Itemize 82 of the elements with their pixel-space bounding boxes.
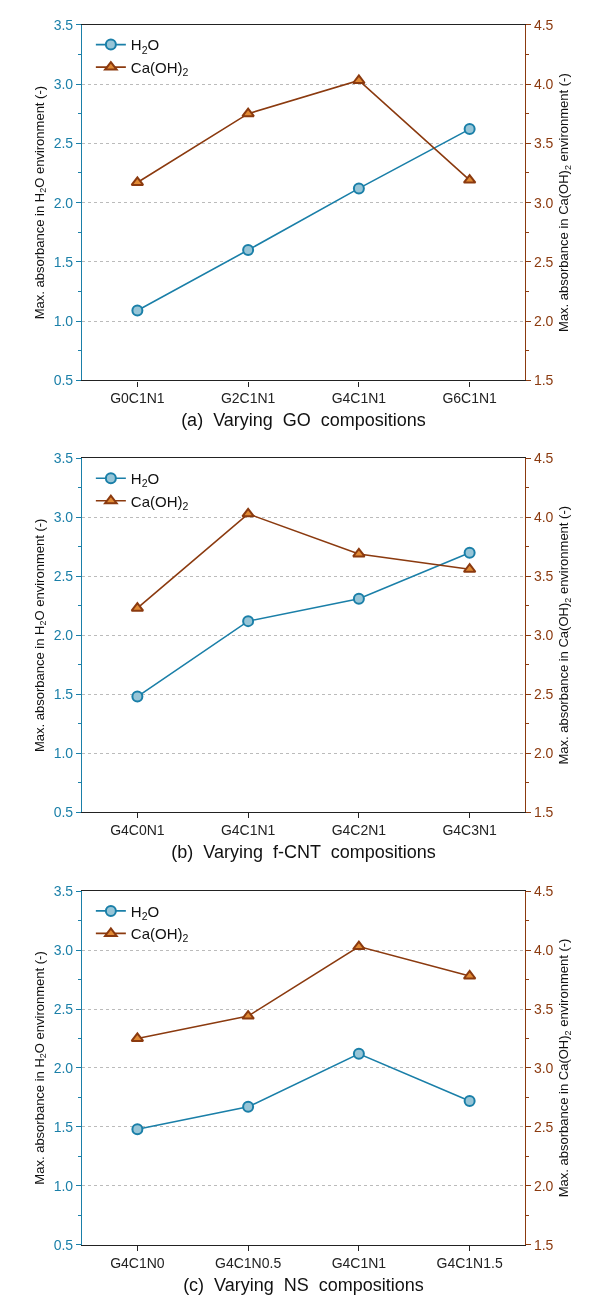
legend-label: H$_{2}$O <box>130 470 160 490</box>
point <box>242 615 255 628</box>
y-tick-label: 2.0 <box>53 1059 74 1076</box>
y2-tick-label: 1.5 <box>533 803 554 820</box>
y-tick-label: 3.0 <box>53 941 74 958</box>
y2-tick-label: 2.0 <box>533 313 554 330</box>
x-tick-label: G4C1N1 <box>331 390 387 407</box>
y2-tick-label: 3.5 <box>533 568 554 585</box>
x-tick-label: G4C3N1 <box>442 822 498 838</box>
y-tick-label: 0.5 <box>53 372 74 389</box>
y2-tick-label: 3.0 <box>533 627 554 644</box>
point <box>352 592 365 605</box>
point <box>352 74 366 84</box>
y2-tick-label: 1.5 <box>533 372 554 389</box>
y2-tick-label: 2.0 <box>533 745 554 762</box>
point <box>242 244 255 257</box>
y2-tick-label: 3.5 <box>533 135 554 152</box>
x-tick-label: G4C1N1 <box>331 1254 387 1271</box>
y-tick-label: 2.0 <box>53 627 74 644</box>
x-tick-label: G4C0N1 <box>110 822 165 838</box>
x-tick-label: G4C2N1 <box>331 822 387 838</box>
y-tick-label: 0.5 <box>53 803 74 820</box>
point <box>352 1047 365 1060</box>
y-tick-label: 2.5 <box>53 1000 74 1017</box>
point <box>241 1010 255 1020</box>
y-tick-label: 2.5 <box>53 568 74 585</box>
y2-tick-label: 3.5 <box>533 1000 554 1017</box>
y-tick-label: 2.0 <box>53 194 74 211</box>
x-tick-label: G4C1N0.5 <box>215 1254 282 1271</box>
point <box>463 546 476 559</box>
point <box>131 1123 144 1136</box>
y-tick-label: 3.5 <box>53 450 74 467</box>
y-tick-label: 0.5 <box>53 1236 74 1253</box>
y2-tick-label: 2.5 <box>533 686 554 703</box>
point <box>242 1100 255 1113</box>
y-tick-label: 3.5 <box>53 883 74 900</box>
point <box>463 123 476 136</box>
legend-label: H$_{2}$O <box>130 902 160 922</box>
legend-label: H$_{2}$O <box>130 36 160 56</box>
x-axis-title: (a) Varying GO compositions <box>181 410 426 431</box>
point <box>463 1094 476 1107</box>
point <box>131 690 144 703</box>
y2-tick-label: 4.5 <box>533 883 554 900</box>
y2-tick-label: 3.0 <box>533 194 554 211</box>
y-tick-label: 3.0 <box>53 509 74 526</box>
point <box>241 507 255 518</box>
x-tick-label: G2C1N1 <box>220 390 276 407</box>
legend-label: Ca(OH)$_{2}$ <box>130 925 189 945</box>
y-tick-label: 1.0 <box>53 745 74 762</box>
y2-tick-label: 4.0 <box>533 941 554 958</box>
y-tick-label: 3.0 <box>53 75 74 92</box>
point <box>352 182 365 195</box>
y-tick-label: 1.5 <box>53 686 74 703</box>
y2-tick-label: 2.0 <box>533 1177 554 1194</box>
x-axis-title: (b) Varying f-CNT compositions <box>171 842 436 863</box>
point <box>462 969 477 980</box>
x-tick-label: G4C1N1 <box>220 822 276 838</box>
legend-label: Ca(OH)$_{2}$ <box>130 58 189 79</box>
x-tick-label: G0C1N1 <box>110 390 165 407</box>
point <box>352 940 366 951</box>
y2-tick-label: 4.5 <box>533 450 554 467</box>
point <box>131 304 144 317</box>
x-tick-label: G6C1N1 <box>442 390 498 407</box>
x-tick-label: G4C1N0 <box>110 1254 165 1271</box>
y-tick-label: 3.5 <box>53 16 74 33</box>
y2-tick-label: 1.5 <box>533 1236 554 1253</box>
y2-tick-label: 4.0 <box>533 75 554 92</box>
y-tick-label: 1.0 <box>53 1177 74 1194</box>
point <box>352 547 366 558</box>
y-tick-label: 1.0 <box>53 313 74 330</box>
y2-tick-label: 4.5 <box>533 16 554 33</box>
y2-tick-label: 3.0 <box>533 1059 554 1076</box>
x-tick-label: G4C1N1.5 <box>436 1254 503 1271</box>
y-tick-label: 2.5 <box>53 135 74 152</box>
y2-tick-label: 2.5 <box>533 1118 554 1135</box>
legend-label: Ca(OH)$_{2}$ <box>130 492 189 512</box>
point <box>241 107 255 118</box>
x-axis-title: (c) Varying NS compositions <box>183 1274 424 1295</box>
y-tick-label: 1.5 <box>53 253 74 270</box>
y2-tick-label: 4.0 <box>533 509 554 526</box>
y-tick-label: 1.5 <box>53 1118 74 1135</box>
y2-tick-label: 2.5 <box>533 253 554 270</box>
